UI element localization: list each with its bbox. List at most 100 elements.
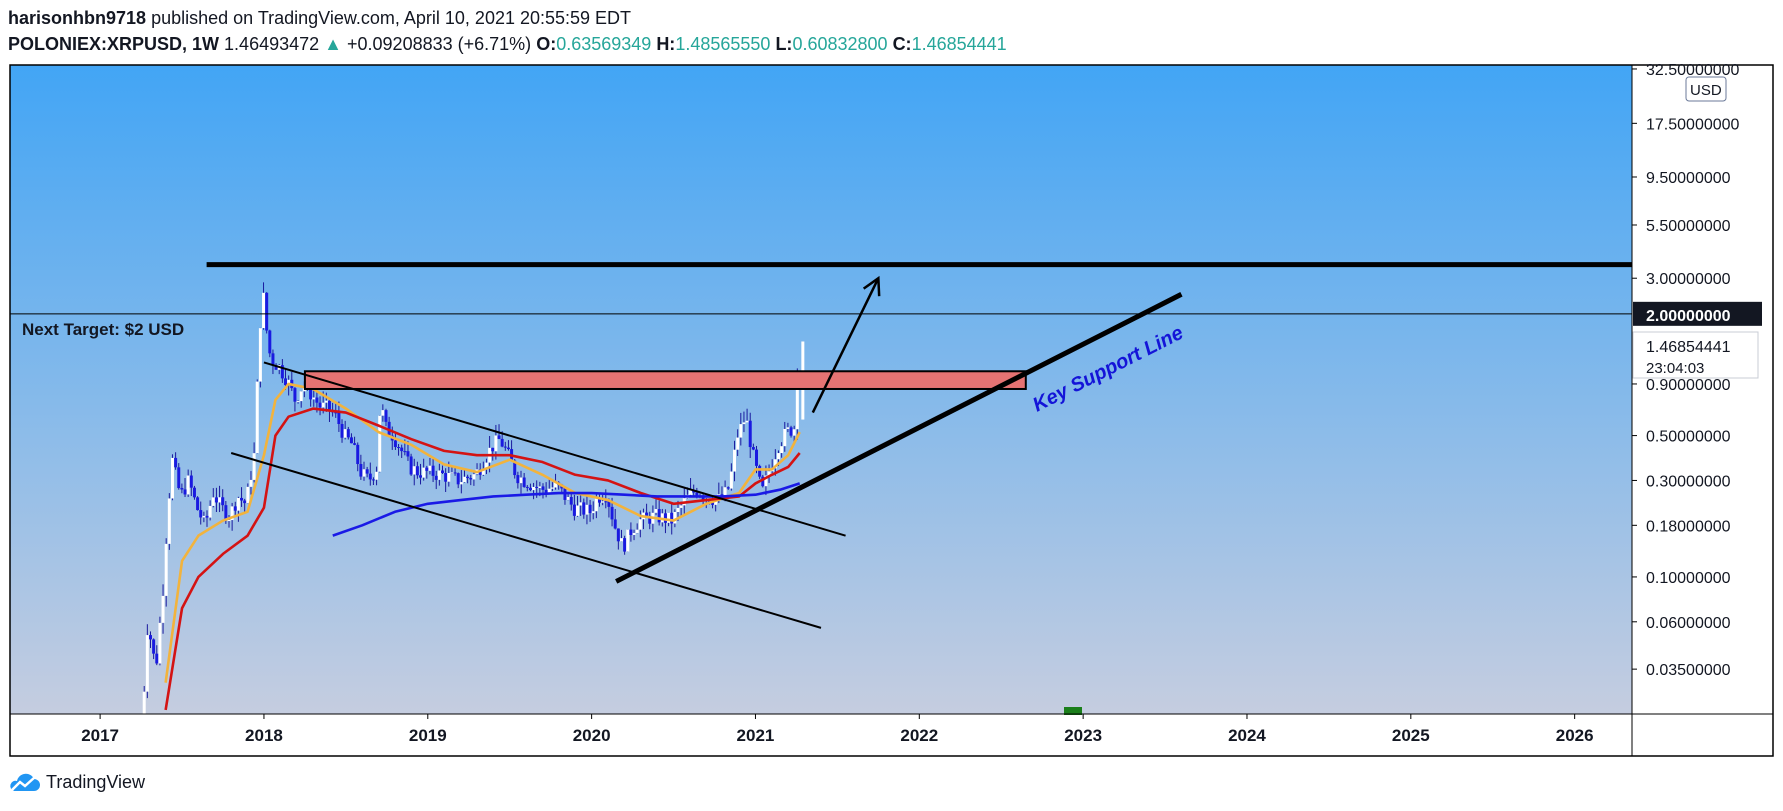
- candle-body: [152, 639, 156, 654]
- x-tick-label: 2019: [409, 726, 447, 745]
- candle-body: [240, 497, 244, 501]
- candle-body: [569, 497, 573, 505]
- candle-body: [497, 435, 501, 439]
- candle-body: [733, 449, 737, 472]
- candle-body: [230, 506, 234, 521]
- candle-body: [459, 482, 463, 485]
- x-tick-label: 2020: [573, 726, 611, 745]
- tradingview-logo[interactable]: TradingView: [8, 772, 145, 793]
- candle-body: [755, 449, 759, 466]
- candle-body: [196, 497, 200, 511]
- candle-body: [748, 420, 752, 448]
- x-tick-label: 2018: [245, 726, 283, 745]
- candle-body: [274, 365, 278, 370]
- candle-body: [780, 446, 784, 454]
- key-support-line[interactable]: [615, 292, 1183, 584]
- candle-body: [142, 691, 146, 714]
- candle-body: [547, 488, 551, 493]
- candle-body: [582, 502, 586, 515]
- candle-body: [412, 466, 416, 475]
- candle-body: [541, 486, 545, 490]
- candle-body: [375, 471, 379, 480]
- x-tick-label: 2021: [737, 726, 775, 745]
- moving-average-line: [332, 482, 801, 537]
- channel-upper-line[interactable]: [263, 361, 846, 537]
- candle-body: [663, 513, 667, 523]
- author-name[interactable]: harisonhbn9718: [8, 8, 147, 28]
- price-change: +0.09208833 (+6.71%): [347, 34, 532, 54]
- candle-body: [657, 509, 661, 523]
- candle-body: [739, 424, 743, 438]
- candle-body: [585, 504, 589, 515]
- candle-body: [199, 510, 203, 518]
- candle-body: [221, 497, 225, 506]
- candle-body: [312, 397, 316, 400]
- candle-body: [368, 473, 372, 480]
- y-tick-label: 3.00000000: [1646, 271, 1731, 288]
- candle-body: [707, 499, 711, 503]
- channel-lower-line[interactable]: [230, 452, 822, 629]
- high-value: 1.48565550: [675, 34, 771, 54]
- event-marker[interactable]: [1064, 707, 1082, 715]
- candle-body: [676, 507, 680, 513]
- candle-body: [453, 472, 457, 474]
- candle-body: [613, 519, 617, 529]
- candle-body: [711, 502, 715, 505]
- candle-body: [522, 477, 526, 487]
- last-price: 1.46493472: [224, 34, 320, 54]
- candle-body: [309, 383, 313, 400]
- candle-body: [202, 515, 206, 518]
- candle-body: [629, 529, 633, 535]
- candle-body: [161, 595, 165, 623]
- candle-body: [365, 469, 369, 474]
- symbol-legend: POLONIEX:XRPUSD, 1W 1.46493472 ▲ +0.0920…: [8, 34, 1007, 55]
- candle-body: [758, 465, 762, 477]
- candle-body: [208, 505, 212, 518]
- candle-body: [764, 475, 768, 487]
- candle-body: [189, 475, 193, 488]
- bar-countdown-label: 23:04:03: [1646, 360, 1704, 377]
- time-scale-background: [10, 714, 1773, 756]
- candle-body: [180, 488, 184, 490]
- candle-body: [343, 429, 347, 438]
- candle-body: [591, 511, 595, 514]
- candle-body: [623, 538, 627, 552]
- candle-body: [789, 427, 793, 436]
- candle-body: [494, 435, 498, 452]
- candle-body: [695, 492, 699, 496]
- currency-badge[interactable]: [1685, 76, 1727, 102]
- candle-body: [431, 465, 435, 476]
- candle-body: [280, 365, 284, 379]
- candle-body: [362, 469, 366, 477]
- candle-body: [450, 472, 454, 474]
- candle-body: [422, 467, 426, 478]
- y-tick-label: 17.50000000: [1646, 116, 1740, 133]
- candle-body: [736, 437, 740, 450]
- candle-body: [428, 465, 432, 471]
- candle-body: [598, 498, 602, 503]
- candle-body: [252, 453, 256, 480]
- candle-body: [258, 328, 262, 382]
- candle-body: [632, 532, 636, 535]
- candle-body: [409, 456, 413, 475]
- candle-body: [249, 479, 253, 487]
- candle-body: [635, 529, 639, 533]
- candle-body: [572, 504, 576, 516]
- forecast-arrow[interactable]: [811, 277, 880, 414]
- candle-body: [673, 512, 677, 524]
- x-tick-label: 2026: [1556, 726, 1594, 745]
- candle-body: [353, 443, 357, 445]
- supply-zone[interactable]: [303, 370, 1027, 390]
- y-tick-label: 0.30000000: [1646, 473, 1731, 490]
- candle-body: [723, 487, 727, 499]
- y-tick-label: 0.06000000: [1646, 615, 1731, 632]
- candle-body: [145, 635, 149, 692]
- candle-body: [299, 391, 303, 402]
- candle-body: [538, 486, 542, 488]
- tradingview-cloud-icon: [10, 773, 40, 791]
- symbol-name[interactable]: POLONIEX:XRPUSD, 1W: [8, 34, 220, 54]
- x-tick-label: 2022: [900, 726, 938, 745]
- candle-body: [255, 381, 259, 454]
- candle-body: [616, 528, 620, 542]
